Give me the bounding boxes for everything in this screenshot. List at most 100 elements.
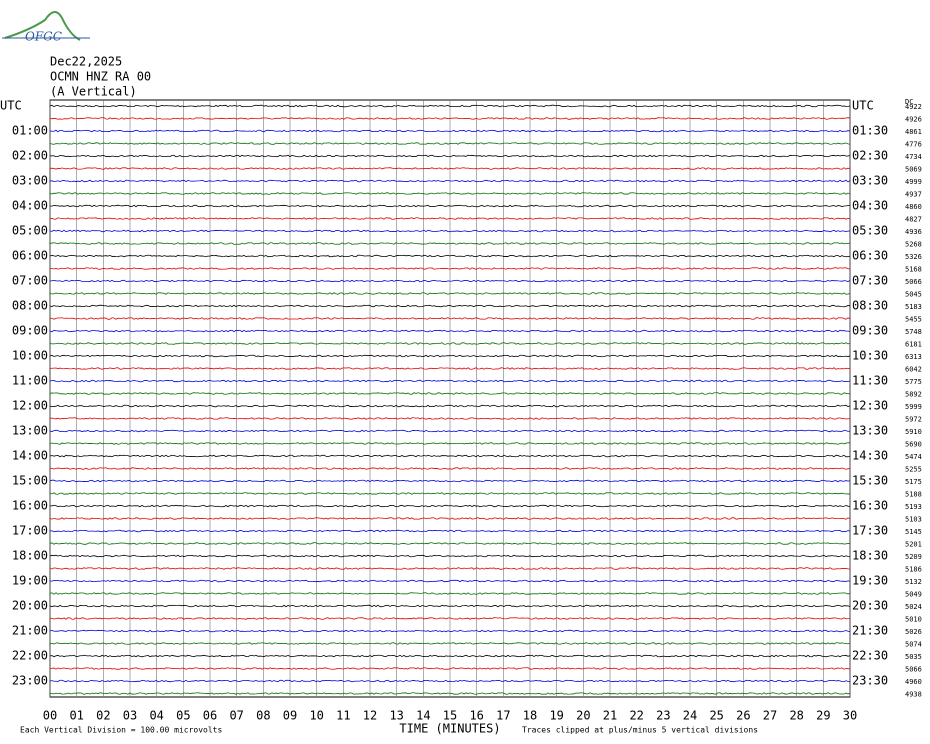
dc-value: 5066 [905,666,922,674]
left-label: 09:00 [12,324,48,338]
trace [49,217,851,220]
trace [49,204,851,208]
dc-value: 5024 [905,603,922,611]
x-tick-label: 15 [443,709,457,723]
x-axis-title: TIME (MINUTES) [399,722,500,736]
trace [49,679,851,683]
x-tick-label: 24 [683,709,697,723]
dc-value: 5145 [905,528,922,536]
dc-value: 5193 [905,503,922,511]
x-tick-label: 03 [123,709,137,723]
trace [49,517,851,520]
dc-value: 5175 [905,478,922,486]
right-label: 19:30 [852,574,888,588]
dc-value: 5103 [905,516,922,524]
trace [49,154,851,158]
right-label: 18:30 [852,549,888,563]
trace [49,117,851,120]
x-tick-label: 00 [43,709,57,723]
trace [49,142,851,145]
dc-value: 5775 [905,378,922,386]
left-label: 15:00 [12,474,48,488]
left-label: UTC [0,99,22,113]
left-label: 11:00 [12,374,48,388]
trace [49,592,851,595]
x-tick-label: 11 [336,709,350,723]
right-label: 02:30 [852,149,888,163]
dc-value: 4861 [905,128,922,136]
left-label: 14:00 [12,449,48,463]
dc-value: 5168 [905,266,922,274]
trace [49,367,851,370]
x-tick-label: 13 [389,709,403,723]
dc-value: 5255 [905,466,922,474]
x-tick-label: 18 [523,709,537,723]
left-label: 06:00 [12,249,48,263]
right-label: 10:30 [852,349,888,363]
right-label: 03:30 [852,174,888,188]
scale-note: Each Vertical Division = 100.00 microvol… [20,726,222,735]
left-label: 18:00 [12,549,48,563]
dc-value: 5690 [905,441,922,449]
x-tick-label: 06 [203,709,217,723]
right-label: 06:30 [852,249,888,263]
dc-value: 4960 [905,678,922,686]
dc-value: 5069 [905,166,922,174]
trace [49,654,851,658]
trace [49,229,851,233]
x-tick-label: 23 [656,709,670,723]
dc-value: 5132 [905,578,922,586]
clip-note: Traces clipped at plus/minus 5 vertical … [522,726,758,735]
station: OCMN HNZ RA 00 [50,70,151,84]
trace [49,692,851,695]
trace [49,304,851,308]
dc-value: 5188 [905,491,922,499]
x-tick-label: 12 [363,709,377,723]
trace [49,642,851,645]
dc-value: 5026 [905,628,922,636]
dc-value: 5183 [905,303,922,311]
x-tick-label: 22 [629,709,643,723]
right-label: 09:30 [852,324,888,338]
trace [49,579,851,583]
trace [49,492,851,495]
dc-value: 5999 [905,403,922,411]
dc-value: 4926 [905,116,922,124]
left-label: 12:00 [12,399,48,413]
dc-value: 5474 [905,453,922,461]
x-tick-label: 10 [309,709,323,723]
dc-value: 6181 [905,341,922,349]
trace [49,192,851,195]
x-tick-label: 16 [469,709,483,723]
x-tick-label: 01 [69,709,83,723]
x-tick-label: 04 [149,709,163,723]
dc-value: 5326 [905,253,922,261]
trace [49,542,851,545]
x-tick-label: 21 [603,709,617,723]
trace [49,404,851,408]
dc-value: 5268 [905,241,922,249]
trace [49,342,851,345]
left-label: 23:00 [12,674,48,688]
x-tick-label: 14 [416,709,430,723]
dc-value: 5748 [905,328,922,336]
dc-value: 5186 [905,566,922,574]
dc-value: 4922 [905,103,922,111]
right-label: 07:30 [852,274,888,288]
left-label: 02:00 [12,149,48,163]
trace [49,354,851,358]
left-label: 01:00 [12,124,48,138]
trace [49,329,851,333]
x-tick-label: 29 [816,709,830,723]
trace [49,104,851,108]
trace [49,554,851,558]
dc-value: 5066 [905,278,922,286]
left-label: 03:00 [12,174,48,188]
dc-value: 5035 [905,653,922,661]
right-label: UTC [852,99,874,113]
dc-value: 4860 [905,203,922,211]
trace [49,529,851,533]
dc-value: 4936 [905,228,922,236]
dc-value: 4827 [905,216,922,224]
